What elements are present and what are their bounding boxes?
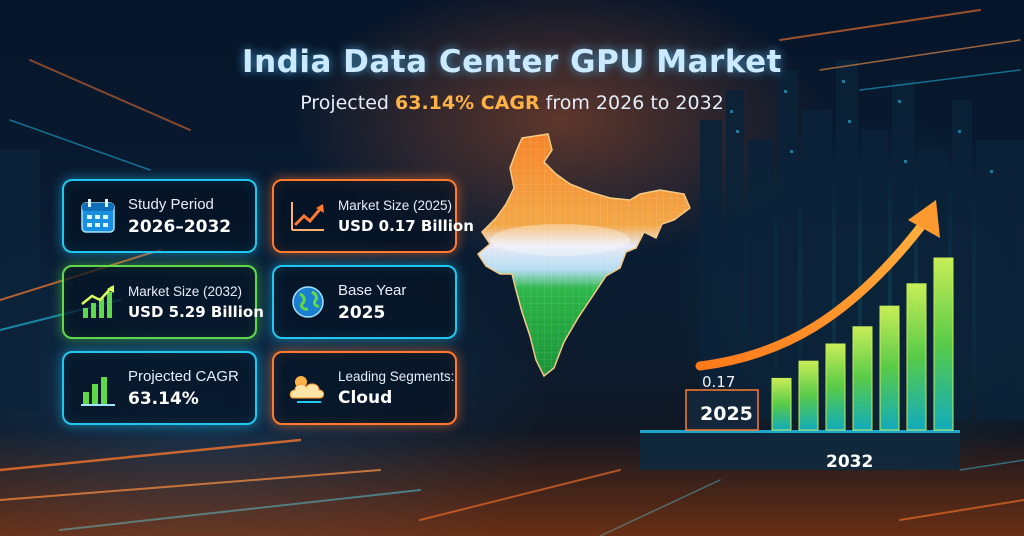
start-year-label: 2025 — [700, 403, 753, 425]
card-base-year: Base Year 2025 — [272, 265, 457, 339]
market-size-2025-value: USD 0.17 Billion — [338, 216, 474, 235]
subtitle-prefix: Projected — [300, 92, 389, 114]
bar-platform — [640, 430, 960, 470]
growth-bar — [906, 283, 927, 431]
base-year-label: Base Year — [338, 281, 407, 299]
growth-bar — [798, 360, 819, 431]
page-title: India Data Center GPU Market — [242, 44, 782, 80]
growth-bar — [879, 305, 900, 431]
card-leading-segments: Leading Segments: Cloud — [272, 351, 457, 425]
study-period-label: Study Period — [128, 195, 214, 213]
card-market-size-2032: Market Size (2032) USD 5.29 Billion — [62, 265, 264, 339]
market-size-2032-label: Market Size (2032) — [128, 283, 243, 299]
bar-chart-icon — [76, 366, 120, 410]
cloud-icon — [286, 366, 330, 410]
projected-cagr-value: 63.14% — [128, 388, 199, 409]
growth-bars-graphic — [640, 200, 960, 470]
projected-cagr-label: Projected CAGR — [128, 367, 239, 385]
growth-arrow-head — [908, 200, 940, 238]
subtitle-suffix: from 2026 to 2032 — [545, 92, 724, 114]
growth-bar — [852, 326, 873, 431]
trend-up-icon — [286, 194, 330, 238]
growth-bar — [933, 257, 954, 431]
end-year-label: 2032 — [826, 452, 874, 472]
card-study-period: Study Period 2026–2032 — [62, 179, 257, 253]
growth-arrow — [695, 215, 931, 371]
leading-segments-label: Leading Segments: — [338, 368, 455, 384]
card-market-size-2025: Market Size (2025) USD 0.17 Billion — [272, 179, 474, 253]
bar-growth-icon — [76, 280, 120, 324]
subtitle-cagr: 63.14% CAGR — [395, 92, 540, 114]
page-subtitle: Projected 63.14% CAGR from 2026 to 2032 — [0, 92, 1024, 114]
base-year-block — [685, 389, 759, 431]
base-year-value: 2025 — [338, 302, 386, 323]
market-size-2025-label: Market Size (2025) — [338, 197, 453, 213]
card-projected-cagr: Projected CAGR 63.14% — [62, 351, 257, 425]
leading-segments-value: Cloud — [338, 387, 393, 408]
study-period-value: 2026–2032 — [128, 216, 232, 237]
growth-bar — [825, 343, 846, 431]
calendar-icon — [76, 194, 120, 238]
start-value-label: 0.17 — [702, 373, 736, 391]
market-size-2032-value: USD 5.29 Billion — [128, 302, 264, 321]
growth-bar — [771, 377, 792, 431]
india-map-graphic — [477, 133, 691, 378]
globe-icon — [286, 280, 330, 324]
